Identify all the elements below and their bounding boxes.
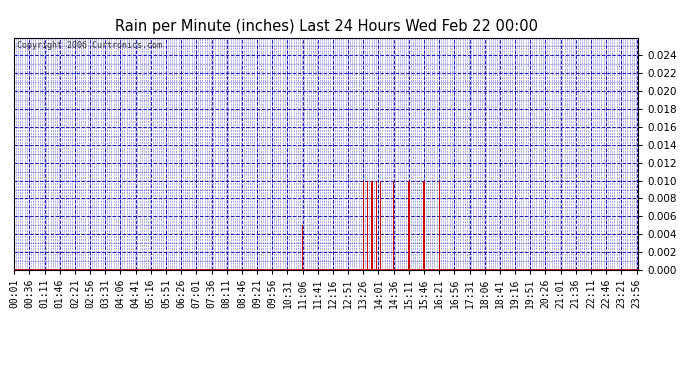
Title: Rain per Minute (inches) Last 24 Hours Wed Feb 22 00:00: Rain per Minute (inches) Last 24 Hours W…	[115, 18, 538, 33]
Bar	[363, 181, 364, 270]
Bar	[367, 181, 368, 270]
Text: Copyright 2006 Curtronics.com: Copyright 2006 Curtronics.com	[17, 41, 162, 50]
Bar	[439, 181, 440, 270]
Bar	[302, 225, 304, 270]
Bar	[380, 181, 382, 270]
Bar	[375, 181, 377, 270]
Bar	[408, 181, 409, 270]
Bar	[393, 181, 394, 270]
Bar	[371, 181, 373, 270]
